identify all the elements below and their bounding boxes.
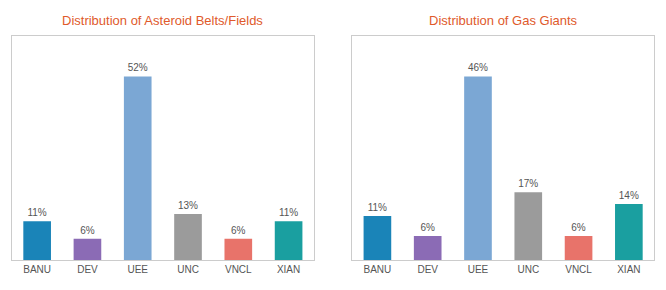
svg-text:11%: 11% xyxy=(368,202,387,213)
svg-text:BANU: BANU xyxy=(23,264,51,275)
svg-text:Distribution of Gas Giants: Distribution of Gas Giants xyxy=(429,13,578,28)
svg-text:UEE: UEE xyxy=(468,264,489,275)
svg-text:VNCL: VNCL xyxy=(565,264,592,275)
svg-text:XIAN: XIAN xyxy=(617,264,640,275)
svg-text:DEV: DEV xyxy=(417,264,438,275)
svg-text:17%: 17% xyxy=(518,178,538,189)
svg-text:11%: 11% xyxy=(27,207,46,218)
svg-text:UEE: UEE xyxy=(127,264,148,275)
svg-text:UNC: UNC xyxy=(517,264,539,275)
svg-text:52%: 52% xyxy=(128,62,148,73)
svg-text:6%: 6% xyxy=(231,225,246,236)
svg-text:13%: 13% xyxy=(178,200,198,211)
svg-text:UNC: UNC xyxy=(177,264,199,275)
svg-text:DEV: DEV xyxy=(77,264,98,275)
svg-text:6%: 6% xyxy=(420,222,435,233)
svg-text:BANU: BANU xyxy=(364,264,392,275)
svg-text:11%: 11% xyxy=(279,207,298,218)
svg-text:XIAN: XIAN xyxy=(277,264,300,275)
svg-text:6%: 6% xyxy=(571,222,586,233)
svg-text:Distribution of Asteroid Belts: Distribution of Asteroid Belts/Fields xyxy=(62,13,263,28)
svg-text:VNCL: VNCL xyxy=(225,264,252,275)
svg-text:6%: 6% xyxy=(80,225,95,236)
svg-text:14%: 14% xyxy=(619,190,639,201)
svg-text:46%: 46% xyxy=(468,62,488,73)
